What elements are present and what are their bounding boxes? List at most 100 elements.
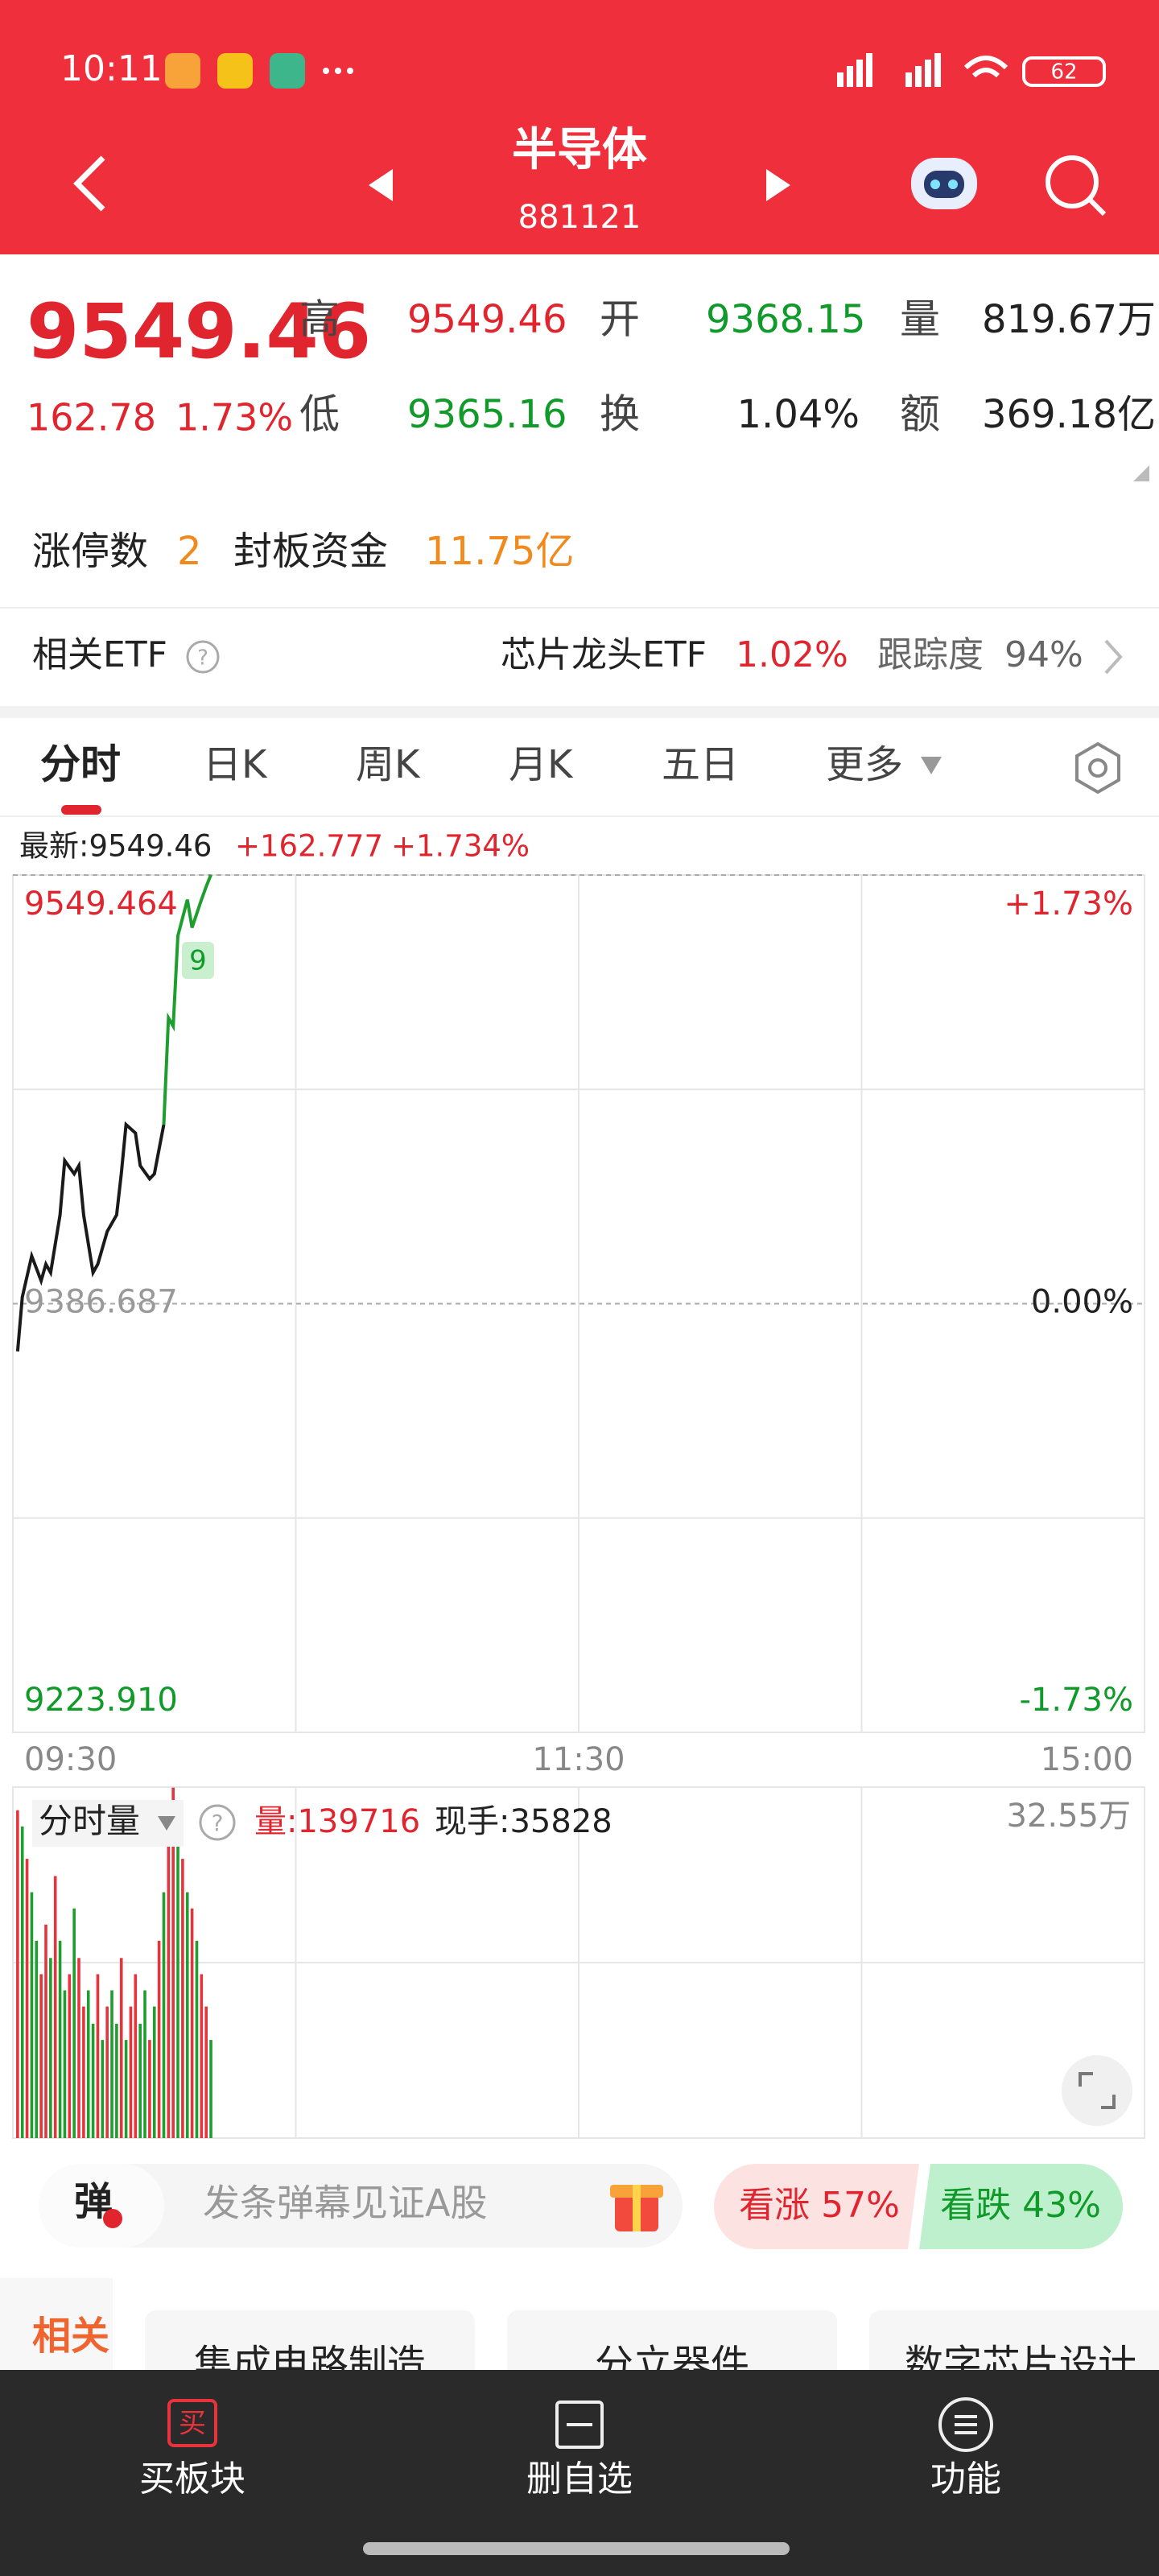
- bull-label: 看涨 57%: [739, 2185, 900, 2226]
- volume-bar: [77, 1958, 80, 2138]
- home-indicator: [363, 2542, 790, 2555]
- status-dot: [323, 68, 329, 74]
- tab[interactable]: 更多: [826, 742, 903, 787]
- nav-icon-line: [567, 2423, 592, 2426]
- bull-button[interactable]: [714, 2164, 919, 2249]
- volume-bar: [53, 1876, 57, 2138]
- field-value: 9368.15: [706, 297, 866, 342]
- track-label: 跟踪度: [877, 634, 984, 675]
- nav-icon-line: [955, 2415, 977, 2434]
- tab[interactable]: 月K: [509, 742, 574, 787]
- volume-bar: [134, 1974, 138, 2138]
- settings-button[interactable]: [1075, 741, 1120, 795]
- fund-label: 封板资金: [233, 529, 388, 574]
- volume-bar: [115, 2024, 118, 2138]
- y2-tick-label: +1.73%: [1004, 886, 1133, 923]
- volume-bar: [176, 1826, 179, 2138]
- field-value: 9549.46: [407, 297, 567, 342]
- chevron[interactable]: [1104, 639, 1123, 675]
- title: 半导体: [512, 124, 647, 176]
- status-time: 10:11: [60, 48, 163, 89]
- field-value: 819.67万: [982, 297, 1156, 342]
- danmaku-placeholder: 发条弹幕见证A股: [203, 2182, 487, 2225]
- gift-icon[interactable]: [610, 2185, 663, 2231]
- status-icon: [270, 53, 305, 89]
- nav-icon: [938, 2397, 993, 2452]
- volume-bar: [124, 2040, 128, 2138]
- volume-bar: [152, 2006, 156, 2138]
- help-icon[interactable]: [186, 640, 220, 674]
- danmaku-input[interactable]: [39, 2164, 683, 2248]
- search-button[interactable]: [1046, 155, 1107, 217]
- volume-bar: [200, 1974, 204, 2138]
- related-side: [0, 2278, 113, 2370]
- volume-caret: [158, 1816, 175, 1831]
- y-tick-label: 9549.464: [24, 886, 178, 923]
- nav-icon: [555, 2401, 604, 2449]
- volume-bar: [129, 2006, 133, 2138]
- volume-bar: [44, 1924, 47, 2138]
- field-value: 369.18亿: [982, 392, 1156, 437]
- volume-bar: [63, 1990, 67, 2138]
- volume-bar: [119, 1958, 123, 2138]
- next-button[interactable]: [766, 169, 790, 201]
- tab[interactable]: 周K: [356, 742, 421, 787]
- divider: [0, 815, 1159, 817]
- bear-button[interactable]: [919, 2164, 1123, 2249]
- fund-value: 11.75亿: [425, 529, 574, 574]
- tab[interactable]: 五日: [662, 742, 739, 787]
- field-value: 1.04%: [737, 392, 860, 437]
- field-label: 低: [299, 391, 340, 438]
- status-icon: [165, 53, 200, 89]
- etf-change: 1.02%: [736, 634, 848, 675]
- danmaku-toggle[interactable]: [39, 2164, 164, 2248]
- volume-bar: [185, 1892, 189, 2138]
- limit-up-label: 涨停数: [32, 529, 148, 574]
- status-icon: [217, 53, 253, 89]
- tab-active[interactable]: 分时: [40, 741, 121, 788]
- field-label: 量: [900, 296, 940, 343]
- section-gap: [0, 706, 1159, 718]
- code: 881121: [518, 199, 641, 236]
- last-hand: 现手:35828: [435, 1803, 612, 1840]
- volume-bar: [58, 1940, 62, 2138]
- y2-tick-label: 0.00%: [1031, 1284, 1133, 1321]
- y-tick-label: 32.55万: [1006, 1798, 1131, 1835]
- tab-caret: [921, 757, 942, 774]
- robot-button[interactable]: [911, 158, 977, 209]
- back-button[interactable]: [73, 155, 105, 212]
- volume-bar: [68, 1974, 72, 2138]
- volume-selector[interactable]: [32, 1800, 184, 1847]
- change: 162.78: [27, 396, 156, 440]
- volume-bar: [16, 1810, 19, 2138]
- etf-name[interactable]: 芯片龙头ETF: [501, 634, 707, 675]
- volume-bar: [195, 1940, 199, 2138]
- nav-item[interactable]: 删自选: [526, 2458, 633, 2500]
- x-tick-label: 11:30: [532, 1741, 625, 1778]
- signal-icons: [837, 53, 941, 87]
- tab-underline: [61, 805, 101, 815]
- volume-bar: [20, 1826, 24, 2138]
- nav-item[interactable]: 功能: [930, 2458, 1001, 2500]
- etf-label: 相关ETF: [32, 634, 167, 675]
- volume-bar: [204, 2006, 208, 2138]
- fullscreen-button[interactable]: [1062, 2055, 1132, 2126]
- volume-bar: [72, 1908, 76, 2138]
- divider: [0, 607, 1159, 609]
- volume-bar: [25, 1859, 29, 2138]
- help-icon[interactable]: [199, 1804, 236, 1841]
- nav-item[interactable]: 买板块: [139, 2458, 245, 2500]
- x-tick-label: 15:00: [1041, 1741, 1133, 1778]
- volume-bar: [86, 1990, 90, 2138]
- expand-corner[interactable]: [1133, 465, 1149, 481]
- tab[interactable]: 日K: [203, 742, 268, 787]
- volume-bar: [171, 1787, 175, 2138]
- field-value: 9365.16: [407, 392, 567, 437]
- battery-level: 62: [1050, 60, 1077, 85]
- volume-bar: [190, 1908, 194, 2138]
- volume-bar: [157, 1940, 161, 2138]
- header-bg: [0, 0, 1159, 254]
- prev-button[interactable]: [369, 169, 393, 201]
- price-line: [162, 874, 212, 1125]
